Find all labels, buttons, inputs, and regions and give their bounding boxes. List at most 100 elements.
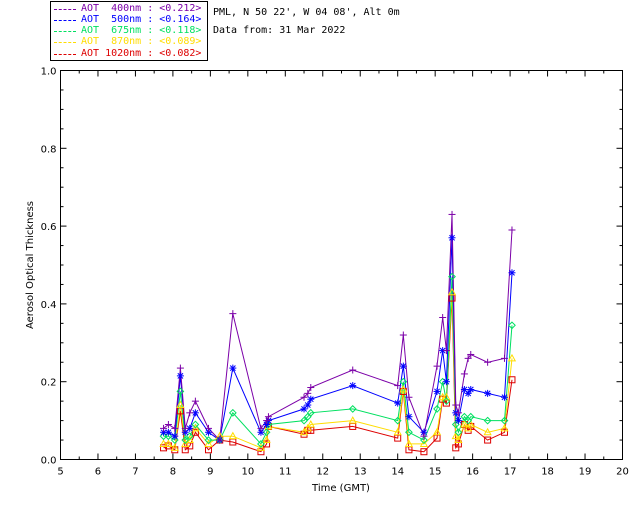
- asterisk-marker: [442, 378, 450, 386]
- asterisk-marker: [176, 372, 184, 380]
- legend-label: AOT 870nm : <0.089>: [81, 36, 202, 48]
- diamond-marker: [433, 405, 441, 413]
- plus-marker: [186, 409, 194, 417]
- triangle-marker: [483, 427, 492, 436]
- square-marker: [454, 440, 462, 448]
- legend-item: AOT 870nm : <0.089>: [51, 36, 207, 48]
- y-tick-label: 0.0: [41, 456, 57, 467]
- square-marker: [508, 376, 516, 384]
- asterisk-marker: [454, 417, 462, 425]
- asterisk-marker: [433, 387, 441, 395]
- triangle-marker: [466, 419, 475, 428]
- legend-item: AOT 500nm : <0.164>: [51, 14, 207, 26]
- y-tick-label: 0.8: [41, 144, 57, 155]
- plus-marker: [439, 314, 447, 322]
- x-tick-label: 15: [429, 467, 442, 478]
- asterisk-marker: [164, 428, 172, 436]
- plus-marker: [216, 436, 224, 444]
- diamond-marker: [262, 428, 271, 437]
- plus-marker: [307, 384, 315, 392]
- plus-marker: [452, 401, 460, 409]
- plus-marker: [405, 393, 413, 401]
- asterisk-marker: [484, 389, 492, 397]
- y-tick-label: 0.6: [41, 222, 57, 233]
- plus-marker: [204, 424, 212, 432]
- triangle-marker: [393, 427, 402, 436]
- asterisk-marker: [307, 395, 315, 403]
- x-tick-label: 13: [354, 467, 367, 478]
- legend-line-icon: [54, 19, 76, 21]
- triangle-marker: [204, 439, 213, 447]
- triangle-marker: [348, 416, 357, 424]
- legend-label: AOT 1020nm : <0.082>: [81, 47, 202, 59]
- asterisk-marker: [349, 382, 357, 390]
- diamond-marker: [399, 377, 408, 386]
- triangle-marker: [419, 439, 429, 447]
- x-tick-label: 6: [95, 467, 101, 478]
- plus-marker: [300, 393, 308, 401]
- triangle-marker: [262, 435, 271, 444]
- y-tick-label: 0.2: [41, 378, 57, 389]
- diamond-marker: [348, 405, 357, 413]
- legend-label: AOT 400nm : <0.212>: [81, 2, 202, 14]
- diamond-marker: [448, 272, 456, 281]
- square-marker: [500, 428, 508, 436]
- triangle-marker: [164, 439, 173, 447]
- plus-marker: [460, 370, 468, 378]
- triangle-marker: [181, 439, 190, 447]
- plus-marker: [500, 354, 508, 362]
- x-tick-label: 7: [132, 467, 138, 478]
- x-tick-label: 10: [241, 467, 254, 478]
- plus-marker: [304, 389, 312, 397]
- legend-line-icon: [54, 8, 76, 10]
- plus-marker: [484, 358, 492, 366]
- triangle-marker: [191, 423, 200, 432]
- triangle-marker: [451, 431, 460, 440]
- x-tick-label: 5: [57, 467, 63, 478]
- triangle-marker: [228, 431, 237, 440]
- x-tick-label: 8: [170, 467, 176, 478]
- plus-marker: [399, 331, 407, 339]
- legend-line-icon: [54, 53, 76, 55]
- data-date-label: Data from: 31 Mar 2022: [213, 25, 346, 36]
- y-tick-label: 0.4: [41, 300, 57, 311]
- triangle-marker: [432, 427, 442, 436]
- asterisk-marker: [186, 424, 194, 432]
- triangle-marker: [306, 419, 315, 428]
- legend-item: AOT 400nm : <0.212>: [51, 3, 207, 15]
- plus-marker: [257, 424, 265, 432]
- triangle-marker: [500, 423, 509, 432]
- triangle-marker: [303, 423, 312, 432]
- x-tick-label: 16: [466, 467, 479, 478]
- site-location-label: PML, N 50 22', W 04 08', Alt 0m: [213, 7, 400, 18]
- plus-marker: [508, 226, 516, 234]
- asterisk-marker: [304, 401, 312, 409]
- diamond-marker: [191, 420, 200, 429]
- plus-marker: [181, 424, 189, 432]
- asterisk-marker: [500, 393, 508, 401]
- diamond-marker: [454, 428, 463, 437]
- diamond-marker: [483, 416, 492, 425]
- diamond-marker: [466, 412, 475, 421]
- asterisk-marker: [439, 347, 447, 355]
- plus-marker: [191, 397, 199, 405]
- y-axis-label: Aerosol Optical Thickness: [25, 201, 36, 329]
- asterisk-marker: [394, 399, 402, 407]
- asterisk-marker: [171, 432, 179, 440]
- triangle-marker: [463, 423, 473, 432]
- plus-marker: [229, 310, 237, 318]
- diamond-marker: [204, 436, 213, 444]
- triangle-marker: [507, 353, 517, 362]
- plus-marker: [264, 413, 272, 421]
- x-tick-label: 19: [579, 467, 592, 478]
- x-tick-label: 18: [541, 467, 554, 478]
- triangle-marker: [454, 435, 463, 444]
- diamond-marker: [420, 436, 428, 444]
- legend-item: AOT 1020nm : <0.082>: [51, 48, 207, 60]
- asterisk-marker: [467, 385, 475, 393]
- square-marker: [160, 444, 168, 452]
- diamond-marker: [257, 440, 265, 448]
- triangle-marker: [299, 427, 309, 436]
- plus-marker: [164, 420, 172, 428]
